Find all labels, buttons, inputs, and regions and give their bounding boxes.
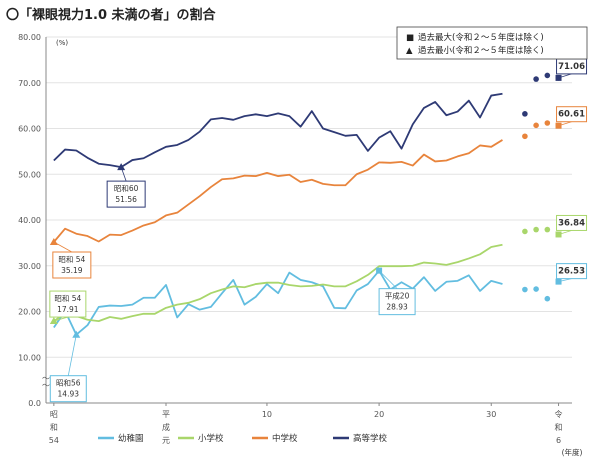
legend-label: 過去最小(令和２～５年度は除く)	[418, 45, 544, 56]
y-tick-label: 50.00	[18, 170, 41, 179]
callout-label: 14.93	[58, 390, 80, 399]
x-tick-label: 元	[162, 436, 170, 445]
min-marker	[117, 163, 126, 171]
recent-point-high	[522, 111, 528, 117]
page-title: 〇「裸眼視力1.0 未満の者」の割合	[6, 8, 216, 23]
y-tick-label: 80.00	[18, 33, 41, 42]
callout-leader	[558, 121, 572, 127]
callout-box	[556, 106, 588, 123]
recent-point-kindergarten	[544, 295, 551, 302]
min-marker	[49, 317, 58, 325]
callout-label: 28.93	[386, 303, 408, 312]
callout-leader	[378, 270, 398, 289]
recent-point-kindergarten	[533, 286, 539, 292]
series-line-elementary	[53, 243, 503, 323]
callout-label: 昭和60	[114, 184, 139, 193]
callout-box	[49, 375, 87, 403]
callout-label: 昭和 54	[58, 255, 85, 264]
latest-marker	[555, 122, 562, 129]
x-tick-label: 平	[162, 410, 170, 419]
recent-point-high	[544, 72, 551, 79]
callout-label: 35.19	[61, 266, 83, 275]
x-tick-label: 30	[486, 410, 496, 419]
callout-label: 26.53	[558, 267, 585, 277]
x-tick-label: 10	[262, 410, 272, 419]
callout-label: 36.84	[558, 218, 585, 228]
legend-symbol: ■	[406, 33, 414, 43]
legend-series-label: 幼稚園	[118, 433, 144, 444]
series-line-junior	[53, 139, 503, 243]
x-tick-label: 20	[374, 410, 384, 419]
x-tick-label: 成	[162, 422, 170, 432]
x-tick-label: 和	[555, 423, 563, 432]
y-tick-label: 40.00	[18, 216, 41, 225]
legend-box	[396, 26, 588, 60]
legend-series-label: 高等学校	[353, 433, 388, 444]
callout-box	[556, 214, 588, 231]
callout-box	[52, 251, 92, 279]
callout-label: 71.06	[558, 62, 585, 72]
y-tick-label: 0.0	[28, 399, 41, 408]
recent-point-kindergarten	[522, 286, 528, 293]
callout-box	[49, 290, 87, 318]
callout-leader	[120, 166, 127, 182]
callout-leader	[67, 334, 77, 376]
axis-break-mark: 〜	[42, 381, 50, 390]
recent-point-junior	[533, 122, 539, 129]
legend-symbol: ▲	[406, 46, 413, 56]
callout-label: 51.56	[115, 195, 137, 204]
x-tick-label: 54	[49, 436, 59, 445]
callout-leader	[558, 230, 572, 235]
axis-break-mark: 〜	[42, 374, 50, 383]
callout-label: 昭和 54	[54, 294, 81, 303]
recent-point-junior	[544, 120, 551, 126]
x-tick-label: 昭	[50, 410, 58, 419]
recent-point-elementary	[522, 228, 528, 235]
y-unit-label: (%)	[56, 39, 68, 47]
x-tick-label: 令	[555, 409, 563, 419]
y-tick-label: 30.00	[18, 262, 41, 271]
y-tick-label: 60.00	[18, 125, 41, 134]
callout-leader	[558, 73, 572, 79]
recent-point-elementary	[544, 226, 551, 233]
recent-point-elementary	[533, 226, 539, 233]
series-line-high	[53, 92, 503, 169]
callout-box	[556, 263, 588, 280]
x-tick-label: 和	[50, 423, 58, 432]
x-tick-label: 6	[556, 436, 561, 445]
callout-leader	[53, 241, 73, 253]
callout-label: 昭和56	[56, 379, 81, 388]
y-tick-label: 20.00	[18, 308, 41, 317]
recent-point-junior	[522, 133, 528, 140]
callout-leader	[53, 316, 68, 322]
y-tick-label: 10.00	[18, 353, 41, 362]
callout-label: 60.61	[558, 110, 585, 120]
x-unit-label: (年度)	[562, 447, 583, 457]
callout-label: 17.91	[57, 305, 79, 314]
legend-label: 過去最大(令和２～５年度は除く)	[418, 32, 544, 43]
min-marker	[72, 330, 81, 338]
y-tick-label: 70.00	[18, 79, 41, 88]
callout-box	[378, 288, 416, 316]
series-line-kindergarten	[53, 269, 503, 336]
recent-point-high	[533, 76, 539, 82]
callout-box	[106, 180, 146, 208]
legend-series-label: 中学校	[272, 433, 298, 444]
legend-series-label: 小学校	[198, 433, 224, 444]
callout-label: 平成20	[385, 291, 410, 301]
